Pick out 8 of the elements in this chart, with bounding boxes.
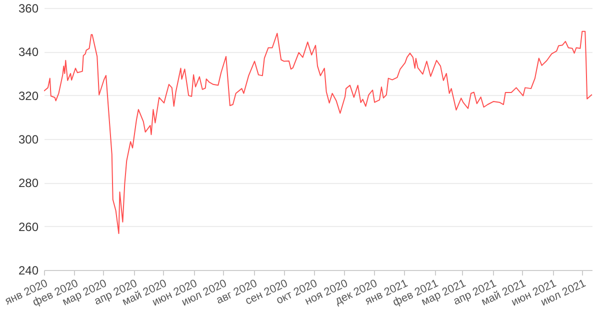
y-tick-label: 340 (18, 45, 39, 60)
y-tick-label: 360 (18, 2, 39, 16)
line-series (44, 30, 592, 234)
y-tick-label: 240 (18, 264, 39, 278)
y-tick-label: 320 (18, 88, 39, 103)
y-tick-label: 300 (18, 132, 39, 146)
y-tick-label: 280 (18, 176, 39, 190)
y-tick-label: 260 (18, 220, 39, 234)
